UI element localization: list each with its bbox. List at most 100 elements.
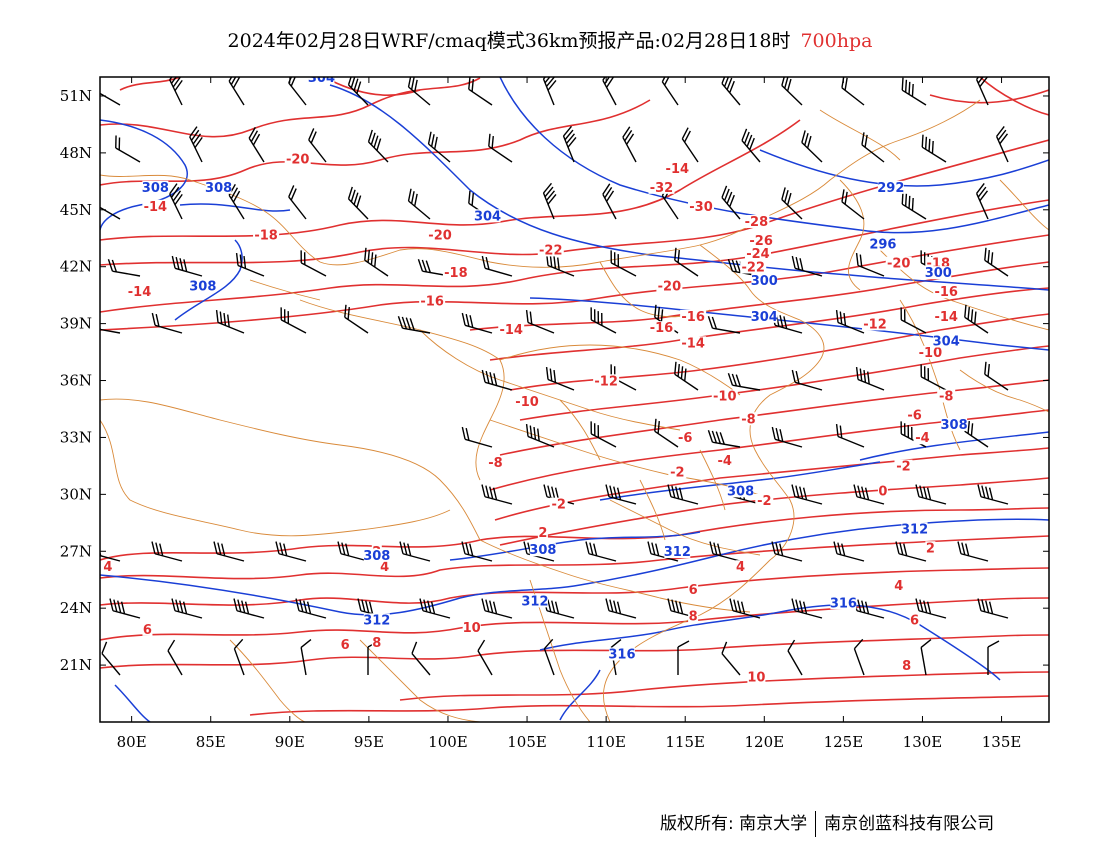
temperature-label: -2 bbox=[757, 494, 771, 509]
wind-barb bbox=[248, 126, 265, 163]
wind-barb bbox=[791, 598, 823, 619]
temperature-label-bg bbox=[371, 636, 382, 650]
height-label: 304 bbox=[474, 209, 501, 224]
temperature-label-bg bbox=[142, 199, 169, 213]
wind-barb bbox=[771, 541, 803, 562]
temperature-label-bg bbox=[340, 638, 351, 652]
temperature-label-bg bbox=[427, 228, 454, 242]
lon-label: 100E bbox=[428, 733, 468, 751]
height-label: 308 bbox=[142, 181, 169, 196]
temperature-label: -16 bbox=[420, 295, 444, 310]
footer-right: 南京创蓝科技有限公司 bbox=[824, 814, 995, 834]
wind-barb bbox=[228, 77, 245, 106]
longitude-axis: 80E 85E 90E 95E 100E 105E 110E 115E 120E 125E 130E… bbox=[117, 77, 1021, 751]
footer-separator bbox=[815, 811, 817, 837]
temperature-label-bg bbox=[284, 152, 311, 166]
wind-barb bbox=[667, 484, 699, 505]
temperature-label-bg bbox=[253, 228, 280, 242]
temperature-label: 10 bbox=[463, 621, 481, 636]
wind-barb bbox=[622, 126, 637, 163]
wind-barb bbox=[957, 541, 989, 562]
height-label: 308 bbox=[189, 279, 216, 294]
wind-barb bbox=[729, 598, 761, 619]
temperature-label: 6 bbox=[143, 623, 152, 638]
temperature-label-bg bbox=[537, 243, 564, 257]
wind-barb bbox=[337, 541, 369, 562]
temperature-label: -16 bbox=[934, 285, 958, 300]
temperature-label-bg bbox=[877, 484, 888, 498]
height-label-bg bbox=[901, 522, 928, 536]
wind-barb bbox=[841, 77, 865, 106]
wind-barb bbox=[115, 135, 141, 163]
wind-barb bbox=[915, 484, 947, 505]
temperature-label-bg bbox=[711, 389, 738, 403]
wind-barb bbox=[461, 312, 493, 334]
wind-barbs bbox=[100, 77, 1009, 676]
height-label-bg bbox=[877, 180, 904, 194]
wind-barb bbox=[771, 426, 803, 448]
wind-barb bbox=[833, 541, 865, 562]
wind-barb bbox=[468, 77, 493, 106]
height-label: 304 bbox=[751, 310, 778, 325]
wind-barb bbox=[721, 641, 741, 676]
height-label: 300 bbox=[751, 274, 778, 289]
wind-barb bbox=[900, 307, 927, 334]
temperature-label-bg bbox=[885, 256, 912, 270]
wind-barb bbox=[674, 247, 699, 277]
wind-barb bbox=[488, 133, 513, 163]
temperature-label-bg bbox=[748, 233, 775, 247]
height-label-bg bbox=[474, 209, 501, 223]
lat-label: 27N bbox=[60, 542, 92, 560]
wind-barb bbox=[171, 255, 203, 277]
wind-barb bbox=[280, 307, 307, 334]
wind-barb bbox=[654, 418, 679, 448]
temperature-labels: -20-14-18-14-20-18-16-22-14-10-8-12-14-3… bbox=[102, 152, 960, 685]
wind-barb bbox=[477, 639, 493, 676]
temperature-label: -28 bbox=[745, 215, 769, 230]
temperature-label: 2 bbox=[538, 526, 547, 541]
wind-barb bbox=[674, 361, 699, 391]
temperature-label-bg bbox=[688, 609, 699, 623]
temperature-label: -14 bbox=[681, 336, 705, 351]
temperature-label-bg bbox=[680, 336, 707, 350]
height-label-bg bbox=[189, 279, 216, 293]
temperature-label-bg bbox=[379, 560, 390, 574]
temperature-contours bbox=[100, 77, 1049, 716]
temperature-label-bg bbox=[755, 493, 774, 507]
temperature-label: -8 bbox=[741, 412, 755, 427]
height-label-bg bbox=[529, 543, 556, 557]
temperature-label: -12 bbox=[594, 374, 618, 389]
temperature-label: -8 bbox=[939, 390, 953, 405]
temperature-label-bg bbox=[664, 161, 691, 175]
map-plot-area: -20-14-18-14-20-18-16-22-14-10-8-12-14-3… bbox=[100, 71, 1049, 722]
wind-barb bbox=[977, 598, 1009, 619]
height-label-bg bbox=[205, 180, 232, 194]
wind-barb bbox=[300, 250, 327, 277]
wind-barb bbox=[562, 125, 577, 163]
temperature-label: -16 bbox=[681, 310, 705, 325]
wind-barb bbox=[585, 541, 617, 562]
temperature-label-bg bbox=[909, 613, 920, 627]
wind-barb bbox=[707, 430, 741, 448]
temperature-label: -6 bbox=[907, 408, 921, 423]
temperature-label-bg bbox=[656, 279, 683, 293]
temperature-label-bg bbox=[893, 579, 904, 593]
wind-barb bbox=[407, 77, 431, 106]
height-label-bg bbox=[521, 594, 548, 608]
temperature-label-bg bbox=[905, 408, 924, 422]
wind-barb bbox=[542, 182, 557, 220]
wind-barb bbox=[107, 259, 141, 277]
height-label-bg bbox=[363, 613, 390, 627]
temperature-label-bg bbox=[917, 345, 944, 359]
wind-barb bbox=[481, 484, 513, 505]
height-label: 304 bbox=[308, 71, 335, 86]
temperature-label: 8 bbox=[689, 610, 698, 625]
temperature-label: 4 bbox=[736, 560, 745, 575]
lon-label: 125E bbox=[824, 733, 864, 751]
wind-barb bbox=[853, 638, 865, 676]
temperature-label: -10 bbox=[919, 346, 943, 361]
wind-barb bbox=[364, 247, 389, 277]
height-label: 312 bbox=[901, 522, 928, 537]
height-label-bg bbox=[664, 545, 691, 559]
